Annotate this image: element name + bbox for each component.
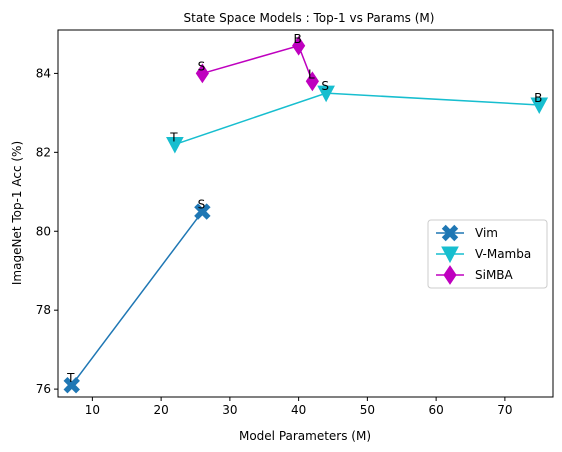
y-tick-label: 80: [36, 224, 51, 238]
legend-label-v-mamba: V-Mamba: [475, 247, 531, 261]
plot-area-frame: [57, 29, 554, 398]
data-label-simba: B: [294, 32, 302, 46]
legend-marker-v-mamba: [441, 246, 459, 264]
data-point-vim: [194, 203, 211, 220]
legend-label-vim: Vim: [475, 226, 498, 240]
y-axis-label: ImageNet Top-1 Acc (%): [10, 141, 24, 285]
y-tick-label: 82: [36, 145, 51, 159]
data-point-vim: [63, 376, 80, 394]
y-tick-label: 76: [36, 382, 51, 396]
data-label-v-mamba: T: [169, 130, 178, 144]
x-tick-label: 60: [428, 403, 443, 417]
legend: Vim V-Mamba SiMBA: [427, 219, 548, 289]
x-tick-label: 10: [85, 403, 100, 417]
legend-label-simba: SiMBA: [475, 268, 514, 282]
data-label-v-mamba: B: [534, 91, 542, 105]
x-tick-label: 20: [153, 403, 168, 417]
series-v-mamba: T S B: [166, 79, 549, 154]
series-vim: TS: [63, 198, 211, 394]
data-point-simba: [305, 71, 319, 92]
y-axis: 76 78 80 82 84: [36, 66, 58, 396]
x-axis: 10 20 30 40 50 60 70: [85, 397, 513, 417]
series-line-vim: [71, 211, 203, 386]
data-point-v-mamba: [317, 85, 335, 103]
data-label-v-mamba: S: [321, 79, 329, 93]
y-tick-label: 84: [36, 66, 51, 80]
data-label-vim: T: [66, 371, 75, 385]
data-point-simba: [195, 63, 209, 84]
x-tick-label: 50: [360, 403, 375, 417]
data-point-v-mamba: [530, 97, 549, 115]
series-simba: S B L: [195, 32, 319, 92]
data-label-simba: S: [198, 59, 206, 73]
x-tick-label: 40: [291, 403, 306, 417]
data-label-simba: L: [308, 67, 315, 81]
data-point-v-mamba: [166, 136, 184, 154]
legend-marker-vim: [441, 224, 459, 242]
x-axis-label: Model Parameters (M): [239, 429, 371, 443]
data-label-vim: S: [198, 198, 206, 212]
y-tick-label: 78: [36, 303, 51, 317]
data-point-simba: [292, 35, 306, 56]
legend-marker-simba: [443, 265, 457, 285]
x-tick-label: 30: [222, 403, 237, 417]
chart-title: State Space Models : Top-1 vs Params (M): [184, 11, 435, 25]
x-tick-label: 70: [497, 403, 512, 417]
